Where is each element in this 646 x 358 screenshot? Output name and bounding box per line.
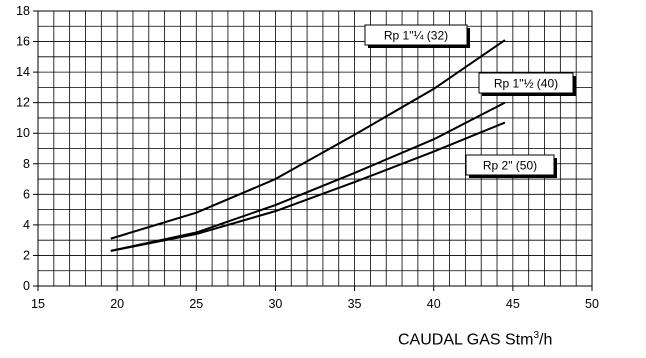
- axes: [33, 10, 593, 291]
- x-tick-label: 50: [585, 297, 599, 311]
- x-axis-title: CAUDAL GAS Stm3/h: [398, 330, 552, 349]
- y-tick-label: 4: [23, 218, 30, 232]
- x-tick-label: 40: [427, 297, 441, 311]
- series-label-text: Rp 1"½ (40): [494, 77, 558, 91]
- series-labels: Rp 1"¼ (32) Rp 1"½ (40) Rp 2" (50): [364, 24, 576, 178]
- x-tick-label: 45: [506, 297, 520, 311]
- y-tick-label: 6: [23, 187, 30, 201]
- y-tick-label: 14: [16, 65, 30, 79]
- x-tick-label: 25: [189, 297, 203, 311]
- series-line-1: [110, 39, 506, 240]
- x-tick-label: 30: [268, 297, 282, 311]
- y-tick-labels: 0 2 4 6 8 10 12 14 16 18: [16, 4, 30, 293]
- y-tick-label: 10: [16, 126, 30, 140]
- series-label-2: Rp 1"½ (40): [478, 72, 576, 96]
- grid-lines: [38, 11, 592, 286]
- series-label-box: [465, 154, 555, 176]
- plot-frame: [37, 10, 593, 287]
- x-axis-title-suffix: /h: [539, 331, 553, 349]
- series-label-box: [478, 72, 574, 94]
- x-tick-labels: 15 20 25 30 35 40 45 50: [31, 297, 599, 311]
- series-label-text: Rp 2" (50): [483, 159, 537, 173]
- x-axis-title-superscript: 3: [533, 330, 539, 341]
- series-line-3: [110, 121, 506, 252]
- x-tick-label: 20: [110, 297, 124, 311]
- series-label-1: Rp 1"¼ (32): [364, 24, 470, 48]
- x-axis-title-text: CAUDAL GAS Stm: [398, 331, 534, 349]
- series-lines: [110, 39, 506, 252]
- y-tick-label: 8: [23, 157, 30, 171]
- series-label-text: Rp 1"¼ (32): [384, 29, 448, 43]
- series-line-2: [110, 101, 506, 252]
- x-tick-label: 15: [31, 297, 45, 311]
- y-tick-label: 0: [23, 279, 30, 293]
- y-tick-label: 12: [16, 96, 30, 110]
- y-tick-label: 2: [23, 248, 30, 262]
- series-label-box: [364, 24, 468, 46]
- y-tick-label: 18: [16, 4, 30, 18]
- x-tick-label: 35: [348, 297, 362, 311]
- series-label-3: Rp 2" (50): [465, 154, 557, 178]
- y-tick-label: 16: [16, 35, 30, 49]
